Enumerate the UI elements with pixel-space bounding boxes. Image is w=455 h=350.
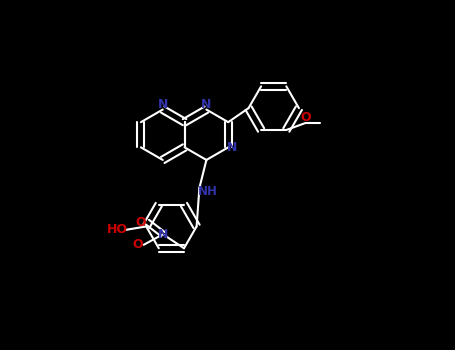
Text: HO: HO bbox=[107, 223, 128, 237]
Text: N: N bbox=[201, 98, 212, 111]
Text: N: N bbox=[227, 141, 238, 154]
Text: O: O bbox=[132, 238, 143, 251]
Text: O: O bbox=[136, 216, 146, 229]
Text: NH: NH bbox=[198, 185, 218, 198]
Text: O: O bbox=[300, 111, 311, 124]
Text: N: N bbox=[157, 98, 168, 111]
Text: N: N bbox=[158, 228, 168, 241]
